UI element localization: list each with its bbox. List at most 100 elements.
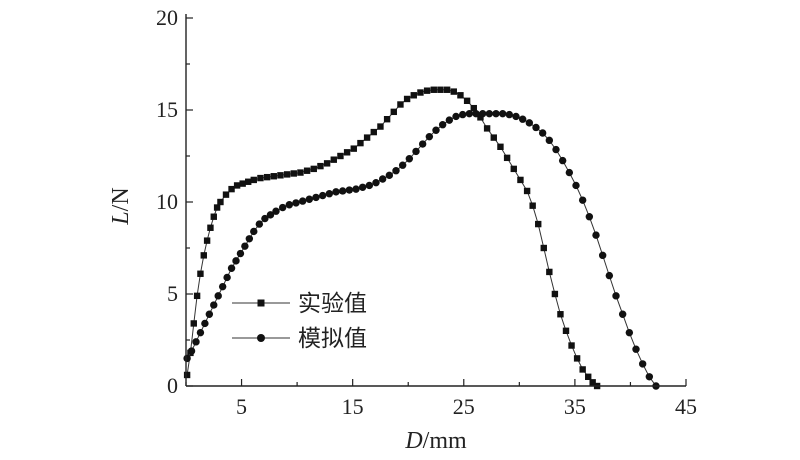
data-point-circle (352, 185, 360, 193)
y-axis-unit: /N (108, 187, 134, 211)
data-point-circle (472, 109, 480, 118)
data-point-square (497, 143, 504, 150)
data-point-square (200, 252, 207, 259)
data-point-square (390, 108, 397, 116)
data-point-square (557, 311, 564, 318)
data-point-circle (227, 264, 236, 272)
data-point-square (503, 154, 511, 162)
data-point-square (383, 116, 391, 123)
data-point-circle (592, 231, 600, 239)
data-point-circle (532, 123, 540, 132)
data-point-circle (598, 251, 607, 260)
data-point-circle (332, 188, 340, 196)
series-line (186, 113, 657, 387)
data-point-circle (345, 186, 354, 194)
data-point-square (579, 366, 586, 373)
series-group (183, 86, 660, 390)
data-point-circle (605, 271, 614, 280)
data-point-square (517, 176, 524, 184)
data-point-square (370, 128, 377, 136)
y-tick-label: 5 (167, 281, 178, 306)
data-point-circle (405, 155, 414, 163)
data-point-circle (292, 199, 300, 207)
data-point-circle (385, 171, 394, 180)
data-point-square (417, 89, 424, 96)
data-point-circle (465, 109, 474, 118)
data-point-circle (505, 110, 514, 119)
data-point-square (330, 156, 337, 163)
data-point-circle (478, 109, 487, 118)
data-point-square (523, 187, 531, 195)
data-point-circle (266, 211, 275, 219)
data-point-circle (205, 310, 214, 318)
data-point-circle (518, 115, 527, 123)
data-point-circle (525, 119, 534, 127)
x-tick-label: 45 (675, 394, 697, 419)
data-point-circle (312, 193, 320, 202)
data-point-square (337, 152, 344, 160)
data-point-square (277, 172, 284, 179)
data-point-circle (612, 292, 620, 300)
data-point-square (270, 173, 277, 180)
data-point-circle (545, 136, 554, 145)
data-point-circle (625, 328, 634, 337)
data-point-circle (261, 214, 269, 223)
x-axis-unit: /mm (423, 428, 467, 454)
data-point-square (450, 88, 457, 95)
x-axis-title: D/mm (404, 428, 467, 454)
data-point-circle (632, 345, 640, 353)
data-point-circle (412, 147, 420, 156)
data-point-square (589, 379, 596, 386)
data-point-square (297, 169, 304, 176)
data-point-circle (236, 249, 245, 258)
data-point-circle (223, 273, 231, 282)
data-point-square (213, 204, 221, 211)
data-point-square (263, 173, 271, 181)
data-point-square (540, 244, 547, 252)
data-point-circle (445, 116, 454, 124)
data-point-square (410, 92, 417, 99)
data-point-circle (192, 338, 200, 346)
data-point-square (430, 86, 437, 93)
data-point-circle (358, 183, 367, 191)
data-point-circle (452, 112, 460, 121)
data-point-circle (305, 195, 314, 203)
data-point-square (510, 165, 517, 173)
data-point-square (343, 149, 351, 156)
data-point-square (245, 178, 252, 185)
data-point-circle (538, 129, 547, 137)
data-point-square (239, 180, 246, 187)
y-axis-variable: L (108, 211, 134, 225)
data-point-circle (372, 178, 380, 187)
x-tick-label: 15 (342, 394, 364, 419)
data-point-square (463, 97, 471, 104)
data-point-circle (565, 168, 574, 177)
data-point-circle (241, 242, 249, 250)
x-axis-variable: D (404, 428, 422, 454)
data-point-circle (492, 109, 500, 118)
data-point-square (490, 134, 497, 141)
data-point-circle (398, 161, 407, 169)
y-tick-label: 10 (156, 189, 178, 214)
data-point-square (443, 86, 451, 93)
data-point-circle (558, 156, 567, 165)
data-point-circle (318, 191, 327, 200)
data-point-circle (278, 203, 287, 212)
data-point-circle (618, 310, 627, 318)
data-point-circle (365, 181, 374, 190)
data-point-circle (298, 197, 307, 205)
data-point-circle (438, 121, 447, 129)
data-point-circle (572, 181, 580, 190)
data-point-circle (272, 207, 280, 215)
data-point-circle (485, 109, 494, 118)
data-point-square (403, 95, 411, 103)
data-point-square (203, 237, 211, 244)
x-tick-label: 5 (236, 394, 247, 419)
data-point-square (210, 213, 217, 220)
data-point-circle (645, 373, 654, 381)
data-point-square (573, 355, 581, 362)
data-point-square (193, 292, 201, 300)
x-tick-label: 35 (564, 394, 586, 419)
y-tick-label: 15 (156, 97, 178, 122)
